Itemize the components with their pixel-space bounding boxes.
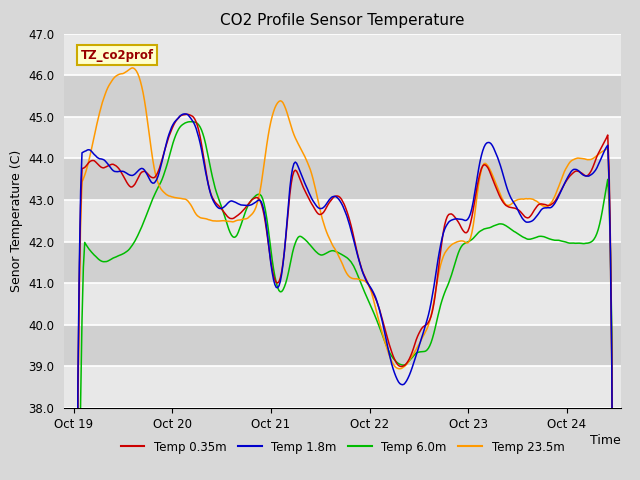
Legend: Temp 0.35m, Temp 1.8m, Temp 6.0m, Temp 23.5m: Temp 0.35m, Temp 1.8m, Temp 6.0m, Temp 2… [116,436,569,458]
Y-axis label: Senor Temperature (C): Senor Temperature (C) [10,150,22,292]
Bar [64,283,621,325]
Bar [64,117,621,158]
Bar [64,200,621,241]
Text: TZ_co2prof: TZ_co2prof [81,48,154,61]
Bar [64,325,621,366]
Bar [64,241,621,283]
Bar [64,34,621,75]
Bar [64,75,621,117]
Title: CO2 Profile Sensor Temperature: CO2 Profile Sensor Temperature [220,13,465,28]
Text: Time: Time [590,434,621,447]
Bar [64,366,621,408]
Bar [64,158,621,200]
